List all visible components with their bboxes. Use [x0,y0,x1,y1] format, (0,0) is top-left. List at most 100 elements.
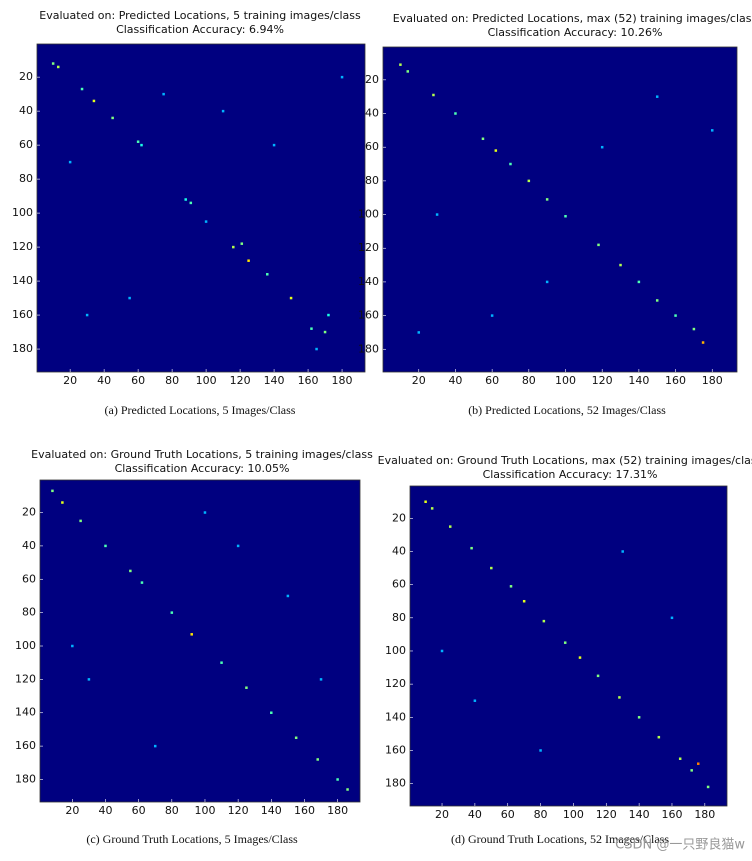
x-tick-label: 100 [196,374,217,387]
x-tick-label: 160 [661,808,682,821]
heatmap-cell [190,633,193,636]
heatmap-cell [690,769,693,772]
heatmap-cell [51,62,55,65]
heatmap-cell [204,220,208,223]
heatmap-cell [440,649,444,653]
y-tick-label: 80 [392,611,406,624]
chart-subtitle: Classification Accuracy: 10.05% [115,462,290,475]
heatmap-cell [710,129,714,132]
y-tick-label: 140 [12,274,33,287]
heatmap-cell [494,149,498,152]
y-tick-label: 160 [358,309,379,322]
heatmap-cell [448,525,452,528]
y-tick-label: 20 [22,506,36,519]
heatmap-cell [319,678,323,681]
heatmap-cell [136,140,140,143]
caption: (c) Ground Truth Locations, 5 Images/Cla… [86,832,298,846]
heatmap-cell [600,145,604,149]
heatmap-cell [80,87,84,91]
x-tick-label: 140 [264,374,285,387]
y-tick-label: 80 [19,172,33,185]
heatmap-cell [87,678,91,681]
x-tick-label: 160 [665,374,686,387]
heatmap-cell [85,313,89,317]
chart-title: Evaluated on: Ground Truth Locations, 5 … [31,448,373,461]
heatmap-cell [522,599,526,603]
y-tick-label: 140 [358,275,379,288]
y-tick-label: 60 [22,572,36,585]
x-tick-label: 40 [468,808,482,821]
chart-subtitle: Classification Accuracy: 17.31% [483,468,658,481]
y-tick-label: 120 [15,672,36,685]
y-tick-label: 20 [19,70,33,83]
plot-area [409,485,728,807]
chart-title: Evaluated on: Ground Truth Locations, ma… [378,454,752,467]
heatmap-cell [527,179,531,183]
y-tick-label: 20 [392,511,406,524]
y-tick-label: 80 [22,606,36,619]
y-tick-label: 40 [19,104,33,117]
x-tick-label: 100 [563,808,584,821]
heatmap-cell [490,566,493,570]
x-tick-label: 20 [65,804,79,817]
heatmap-cell [621,550,624,553]
heatmap-cell [310,327,313,330]
heatmap-cell [140,143,143,147]
x-tick-label: 60 [501,808,515,821]
y-tick-label: 180 [358,342,379,355]
x-tick-label: 160 [294,804,315,817]
heatmap-cell [153,744,157,748]
heatmap-cell [509,585,513,588]
heatmap-cell [51,489,54,493]
x-tick-label: 140 [628,374,649,387]
heatmap-cell [266,273,269,276]
heatmap-cell [670,616,674,620]
heatmap-cell [140,581,144,584]
heatmap-cell [162,92,165,96]
y-tick-label: 160 [385,743,406,756]
heatmap-cell [701,341,705,344]
x-tick-label: 80 [522,374,536,387]
y-tick-label: 100 [12,206,33,219]
y-tick-label: 40 [392,544,406,557]
plot-area [39,479,361,803]
x-tick-label: 120 [228,804,249,817]
y-tick-label: 40 [22,539,36,552]
x-tick-label: 160 [298,374,319,387]
heatmap-cell [245,686,248,689]
heatmap-cell [432,93,435,97]
heatmap-cell [68,160,72,164]
y-tick-label: 160 [12,308,33,321]
heatmap-cell [597,243,600,247]
heatmap-cell [655,299,659,302]
heatmap-cell [454,112,457,115]
chart-title: Evaluated on: Predicted Locations, max (… [393,12,752,25]
heatmap-cell [327,313,330,317]
heatmap-cell [578,656,582,659]
heatmap-cell [545,198,549,201]
heatmap-cell [232,245,235,249]
x-tick-label: 180 [327,804,348,817]
heatmap-cell [340,75,344,79]
heatmap-cell [129,569,132,573]
y-tick-label: 60 [392,578,406,591]
x-tick-label: 80 [165,374,179,387]
x-tick-label: 80 [165,804,179,817]
heatmap-cell [619,263,622,267]
heatmap-cell [618,696,621,699]
y-tick-label: 180 [385,777,406,790]
heatmap-cell [236,544,240,548]
chart-subtitle: Classification Accuracy: 10.26% [488,26,663,39]
heatmap-cell [706,785,710,789]
heatmap-cell [473,699,477,702]
plot-area [382,46,738,373]
heatmap-cell [56,65,60,69]
heatmap-cell [678,757,682,760]
heatmap-cell [111,116,114,120]
heatmap-cell [596,674,600,678]
heatmap-cell [470,546,473,550]
heatmap-cell [294,736,298,740]
heatmap-cell [692,327,696,331]
heatmap-cell [270,711,273,714]
